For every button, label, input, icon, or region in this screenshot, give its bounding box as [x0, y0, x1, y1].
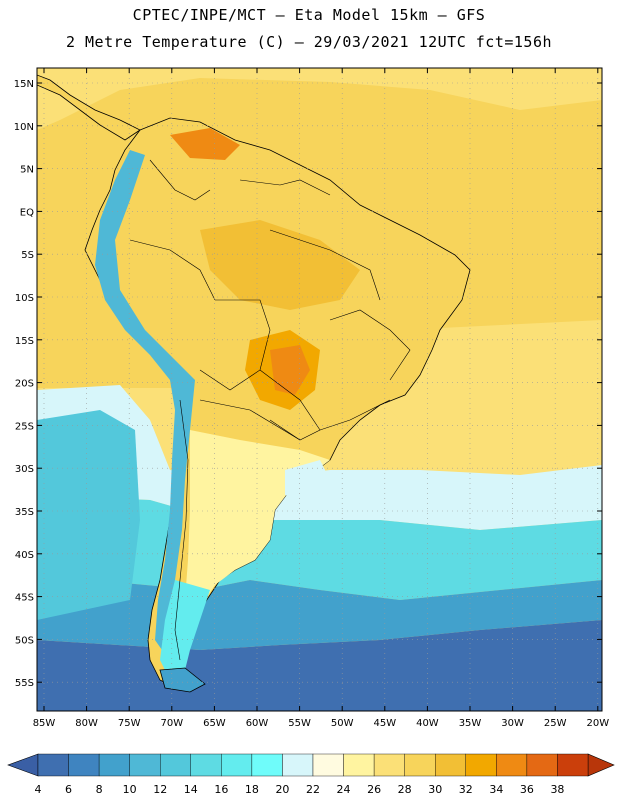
lat-label: 25S — [15, 421, 34, 432]
lat-label: 55S — [15, 678, 34, 689]
land-andes — [95, 150, 195, 650]
colorbar-swatch — [37, 753, 69, 777]
colorbar-label: 38 — [550, 783, 564, 796]
border-brazil-states — [329, 309, 411, 381]
chart-title-line1: CPTEC/INPE/MCT – Eta Model 15km – GFS — [132, 6, 486, 24]
colorbar-left-arrow — [7, 753, 39, 777]
lon-label: 65W — [203, 718, 226, 729]
colorbar-swatch — [373, 753, 405, 777]
colorbar-label: 10 — [123, 783, 137, 796]
colorbar-label: 6 — [65, 783, 72, 796]
colorbar-swatch — [282, 753, 314, 777]
border-bolivia — [199, 299, 271, 391]
lat-label: 5N — [20, 165, 34, 176]
colorbar-swatch — [98, 753, 130, 777]
colorbar-label: 22 — [306, 783, 320, 796]
colorbar-swatch — [496, 753, 528, 777]
lat-label: 10N — [14, 122, 34, 133]
colorbar-label: 4 — [35, 783, 42, 796]
colorbar: 4 6 8 10 12 14 16 18 20 22 24 26 28 30 32 34 36 38 — [7, 753, 615, 796]
lat-label: EQ — [20, 207, 34, 218]
colorbar-swatch — [312, 753, 344, 777]
lat-label: 35S — [15, 507, 34, 518]
colorbar-label: 14 — [184, 783, 198, 796]
border-guianas — [239, 179, 331, 196]
colorbar-label: 34 — [489, 783, 503, 796]
colorbar-label: 12 — [153, 783, 167, 796]
ocean-pacific-cold-tongue — [37, 410, 140, 620]
lon-label: 85W — [33, 718, 56, 729]
border-colombia-venezuela — [149, 159, 211, 201]
lat-label: 30S — [15, 464, 34, 475]
lat-label: 40S — [15, 550, 34, 561]
colorbar-swatch — [557, 753, 589, 777]
lon-label: 80W — [75, 718, 98, 729]
land-hottest-pantanal — [270, 345, 310, 395]
colorbar-swatch — [435, 753, 466, 777]
colorbar-label: 8 — [96, 783, 103, 796]
map-axis-labels: 15N 10N 5N EQ 5S 10S 15S 20S 25S 30S 35S 40S 45S 50S 5… — [14, 68, 609, 729]
land-central-america — [37, 74, 141, 141]
land-hot-venezuela — [170, 128, 240, 160]
lat-label: 5S — [21, 250, 34, 261]
border-brazil-inner — [269, 229, 381, 301]
colorbar-swatch — [221, 753, 253, 777]
lon-label: 75W — [118, 718, 141, 729]
colorbar-swatch — [190, 753, 222, 777]
land-patagonia — [160, 580, 210, 680]
colorbar-swatch — [160, 753, 191, 777]
colorbar-label: 16 — [214, 783, 228, 796]
border-argentina-chile — [174, 399, 189, 661]
colorbar-swatch — [343, 753, 375, 777]
colorbar-swatch — [465, 753, 497, 777]
lat-label: 10S — [15, 293, 34, 304]
map-panel: 15N 10N 5N EQ 5S 10S 15S 20S 25S 30S 35S 40S 45S 50S 5… — [14, 67, 609, 729]
colorbar-label: 30 — [428, 783, 442, 796]
colorbar-label: 28 — [398, 783, 412, 796]
lon-label: 45W — [373, 718, 396, 729]
colorbar-label: 18 — [245, 783, 259, 796]
land-tierra-del-fuego — [159, 667, 206, 693]
lat-label: 20S — [15, 379, 34, 390]
map-gridlines — [37, 68, 602, 711]
lon-label: 50W — [331, 718, 354, 729]
lon-label: 40W — [416, 718, 439, 729]
lon-label: 20W — [586, 718, 609, 729]
chart-title-line2: 2 Metre Temperature (C) – 29/03/2021 12U… — [65, 33, 553, 51]
colorbar-swatch — [251, 753, 283, 777]
border-argentina-north — [199, 399, 301, 441]
colorbar-label: 36 — [520, 783, 534, 796]
map-frame — [36, 67, 603, 712]
lon-label: 60W — [246, 718, 269, 729]
border-peru-brazil — [129, 239, 216, 301]
lat-label: 15N — [14, 79, 34, 90]
colorbar-label: 26 — [367, 783, 381, 796]
lon-label: 30W — [501, 718, 524, 729]
ocean-caribbean-mild — [37, 68, 602, 130]
colorbar-label: 32 — [459, 783, 473, 796]
lon-label: 55W — [288, 718, 311, 729]
colorbar-swatch — [404, 753, 436, 777]
colorbar-label: 24 — [337, 783, 351, 796]
colorbar-label: 20 — [275, 783, 289, 796]
lon-label: 70W — [160, 718, 183, 729]
border-southern-brazil — [319, 399, 391, 431]
lon-label: 25W — [544, 718, 567, 729]
ocean-south-atlantic-mild — [380, 320, 602, 470]
lat-label: 45S — [15, 593, 34, 604]
colorbar-swatch — [68, 753, 100, 777]
land-uruguay-cool — [285, 460, 330, 500]
lon-label: 35W — [459, 718, 482, 729]
country-borders — [129, 159, 411, 661]
colorbar-swatch — [129, 753, 161, 777]
lat-label: 50S — [15, 635, 34, 646]
colorbar-swatch — [526, 753, 558, 777]
lat-label: 15S — [15, 336, 34, 347]
colorbar-right-arrow — [587, 753, 615, 777]
land-hot-amazon — [200, 220, 360, 310]
